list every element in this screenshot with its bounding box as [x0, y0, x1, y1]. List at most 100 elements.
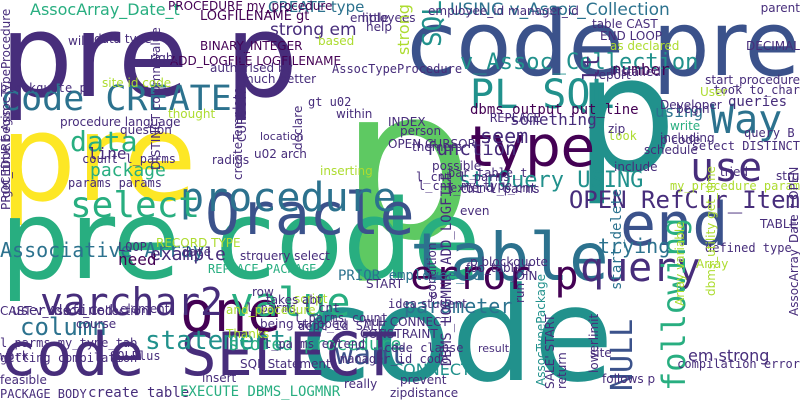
cloud-word: user defined — [12, 303, 114, 319]
cloud-word: date — [182, 245, 211, 259]
cloud-word: use — [690, 145, 763, 191]
cloud-word: ADD_LOGFILE LOGFILENAME — [170, 54, 342, 68]
cloud-word: parameter — [404, 294, 513, 318]
cloud-word: stored procedure — [228, 334, 402, 355]
cloud-word: User — [700, 85, 728, 99]
cloud-word: need — [118, 250, 157, 269]
cloud-word: trying — [598, 234, 671, 258]
cloud-word: l_parms l_cnt — [246, 301, 340, 315]
cloud-word: procedure language — [60, 115, 181, 129]
cloud-word: lowerlimit — [587, 313, 601, 373]
cloud-word: employees — [350, 11, 416, 25]
cloud-word: Way — [710, 97, 783, 143]
cloud-word: work — [0, 349, 29, 363]
cloud-word: column — [20, 313, 107, 341]
cloud-word: Oracle — [205, 180, 415, 248]
cloud-word: my_procedure param — [669, 179, 800, 193]
cloud-word: USING v_Assoc_Collection — [450, 0, 670, 20]
cloud-word: feasible — [0, 373, 47, 387]
cloud-word: LOGFILENAME gt — [200, 9, 310, 24]
cloud-word: pre p — [0, 0, 299, 124]
cloud-word: type — [470, 115, 596, 180]
cloud-word: REPLACE — [490, 111, 541, 125]
cloud-word: stru — [776, 169, 800, 183]
cloud-word: PRIOR employee_id — [338, 268, 482, 284]
cloud-word: even — [460, 204, 490, 218]
cloud-word: site id code — [102, 76, 172, 90]
cloud-word: foo_table_t — [466, 261, 533, 275]
cloud-word: BINARY_INTEGER — [200, 39, 303, 53]
cloud-word: idea — [388, 297, 417, 311]
cloud-word: p code — [660, 133, 701, 147]
cloud-word: themers — [412, 140, 462, 154]
cloud-word: bar_table_t — [448, 166, 528, 180]
cloud-word: code clause — [384, 341, 464, 355]
cloud-word: one — [180, 280, 282, 345]
cloud-word: really — [344, 377, 378, 391]
cloud-word: start_delete — [609, 188, 625, 290]
cloud-word: code pre — [406, 0, 800, 97]
cloud-word: CONNECT — [392, 360, 471, 379]
cloud-word: based — [318, 34, 355, 48]
cloud-word: want — [335, 337, 408, 372]
cloud-word: location — [260, 130, 304, 143]
cloud-word: result — [478, 342, 510, 355]
cloud-word: l_parms extend — [264, 337, 366, 351]
cloud-word: INDEX — [388, 115, 426, 129]
cloud-word: look — [608, 129, 637, 143]
cloud-word: TABLE — [760, 217, 798, 231]
cloud-word: help — [366, 20, 392, 34]
cloud-word: create table — [88, 385, 190, 400]
cloud-word: table CAST — [592, 17, 658, 31]
cloud-word: strong em — [270, 20, 357, 40]
cloud-word: number — [612, 60, 670, 79]
cloud-word: function — [425, 138, 517, 160]
cloud-word: package — [90, 160, 166, 181]
cloud-word: student — [421, 297, 467, 311]
cloud-word: employee_id manager_id — [428, 4, 579, 18]
cloud-word: tried — [720, 165, 748, 179]
cloud-word: SQLPlus — [110, 349, 161, 363]
cloud-word: inserting — [320, 164, 373, 178]
cloud-word: OPEN CURSOR — [388, 137, 476, 151]
cloud-word: error p — [410, 253, 579, 299]
cloud-word: zipdistance — [390, 386, 459, 400]
cloud-word: l_cnt l_parms — [446, 182, 540, 196]
cloud-word: much better — [242, 72, 317, 86]
cloud-word: CURSOR USING — [235, 49, 249, 142]
cloud-word: within — [336, 107, 373, 121]
cloud-word: data — [70, 125, 138, 158]
cloud-word: AssocArray_Date_t — [30, 0, 180, 19]
cloud-word: query B — [744, 126, 795, 140]
cloud-word: Associative Array — [0, 238, 205, 262]
cloud-word: something — [510, 110, 597, 129]
cloud-word: report — [594, 68, 631, 82]
cloud-word: DECIMAL — [746, 39, 800, 53]
cloud-word: AssocTypeProcedure — [332, 62, 463, 76]
cloud-word: strQuery USING — [458, 168, 644, 193]
cloud-word: DISTINCT column_value — [149, 27, 163, 170]
cloud-word: code SELECT — [0, 320, 398, 390]
cloud-word: prevent — [400, 373, 447, 387]
cloud-word: procedure — [180, 175, 397, 221]
cloud-word: being stripped — [260, 317, 347, 331]
cloud-word: dept_id SALE — [298, 319, 385, 333]
cloud-word: and_procedure — [226, 303, 316, 317]
cloud-word: code — [300, 259, 614, 400]
cloud-word: took to_char — [713, 83, 800, 97]
cloud-word: EXECUTE DBMS_LOGMNR — [180, 384, 341, 400]
cloud-word: Developer — [660, 98, 722, 112]
cloud-word: query — [580, 245, 701, 291]
cloud-word: little — [362, 11, 389, 25]
cloud-word: PACKAGE BODY — [0, 387, 87, 400]
cloud-word: write — [670, 119, 701, 133]
cloud-word: getting compilation — [0, 351, 138, 365]
cloud-word: authorised by — [210, 61, 293, 75]
cloud-word: zip — [608, 122, 626, 136]
cloud-word: SQL Statement — [240, 357, 331, 371]
cloud-word: strong — [394, 4, 413, 55]
cloud-word: p blockquote — [470, 255, 548, 269]
cloud-word: course — [76, 317, 117, 331]
cloud-word: PL SQL — [470, 72, 615, 118]
cloud-word: AssocArray_Date_t OPEN — [787, 166, 800, 316]
